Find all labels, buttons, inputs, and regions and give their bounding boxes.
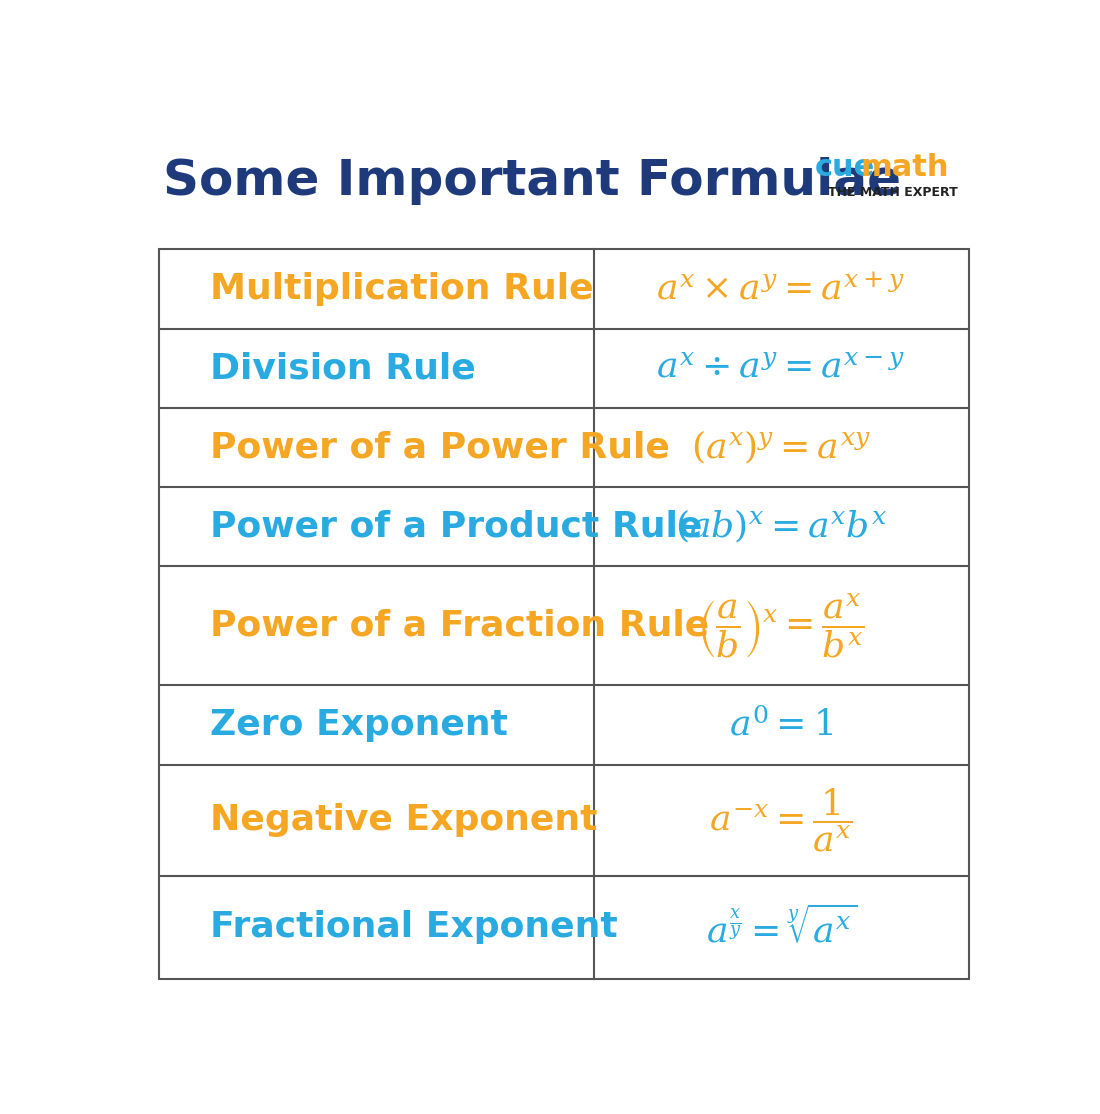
- Text: Power of a Product Rule: Power of a Product Rule: [210, 510, 702, 544]
- Text: Negative Exponent: Negative Exponent: [210, 803, 597, 837]
- Text: math: math: [860, 154, 949, 183]
- Text: $a^x \times a^y = a^{x+y}$: $a^x \times a^y = a^{x+y}$: [657, 272, 905, 306]
- Text: Fractional Exponent: Fractional Exponent: [210, 910, 618, 944]
- Bar: [158, 250, 969, 978]
- Text: Power of a Fraction Rule: Power of a Fraction Rule: [210, 609, 710, 643]
- Text: cue: cue: [815, 154, 876, 183]
- Text: Division Rule: Division Rule: [210, 351, 475, 385]
- Text: $\left(\dfrac{a}{b}\right)^x = \dfrac{a^x}{b^x}$: $\left(\dfrac{a}{b}\right)^x = \dfrac{a^…: [697, 592, 865, 661]
- Text: $a^{-x} = \dfrac{1}{a^x}$: $a^{-x} = \dfrac{1}{a^x}$: [710, 786, 852, 853]
- Text: Zero Exponent: Zero Exponent: [210, 709, 508, 742]
- Text: Power of a Power Rule: Power of a Power Rule: [210, 431, 670, 465]
- Text: $a^x \div a^y = a^{x-y}$: $a^x \div a^y = a^{x-y}$: [657, 351, 905, 385]
- Text: $(ab)^x = a^x b^x$: $(ab)^x = a^x b^x$: [675, 508, 888, 546]
- Text: $a^{\frac{x}{y}} = \sqrt[y]{a^x}$: $a^{\frac{x}{y}} = \sqrt[y]{a^x}$: [705, 905, 857, 949]
- Text: Some Important Formulae: Some Important Formulae: [163, 157, 901, 205]
- Text: $a^0 = 1$: $a^0 = 1$: [729, 707, 833, 742]
- Text: $(a^x)^y = a^{xy}$: $(a^x)^y = a^{xy}$: [691, 429, 871, 466]
- Text: THE MATH EXPERT: THE MATH EXPERT: [828, 186, 958, 198]
- Text: Multiplication Rule: Multiplication Rule: [210, 272, 594, 306]
